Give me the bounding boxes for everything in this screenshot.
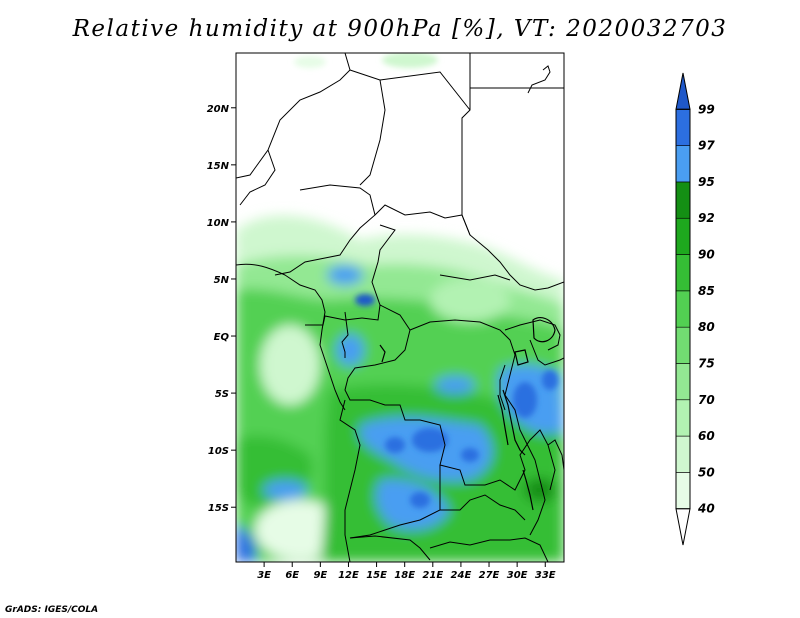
map-frame bbox=[235, 52, 565, 563]
colorbar-legend: 40 50 60 70 75 80 85 90 92 95 97 99 bbox=[675, 72, 715, 546]
lon-tick-label: 30E bbox=[507, 570, 528, 581]
lon-tick-label: 12E bbox=[338, 570, 359, 581]
lon-tick-label: 21E bbox=[422, 570, 443, 581]
latitude-axis: 20N 15N 10N 5N EQ 5S 10S 15S bbox=[207, 104, 236, 514]
lat-tick-label: 5N bbox=[214, 275, 230, 286]
humidity-field bbox=[236, 53, 564, 562]
lat-tick-label: EQ bbox=[214, 332, 230, 343]
colorbar-level-label: 90 bbox=[698, 248, 715, 262]
lat-tick-label: 15S bbox=[208, 503, 229, 514]
map-plot-area bbox=[236, 53, 564, 562]
lat-tick-label: 10S bbox=[208, 446, 229, 457]
colorbar-bottom-arrow bbox=[675, 508, 691, 546]
lon-tick-label: 9E bbox=[313, 570, 327, 581]
colorbar-level-label: 50 bbox=[698, 465, 715, 479]
colorbar-level-label: 80 bbox=[698, 320, 715, 334]
colorbar-swatch bbox=[675, 254, 691, 292]
longitude-axis: 3E 6E 9E 12E 15E 18E 21E 24E 27E 30E 33E bbox=[257, 562, 556, 581]
colorbar-swatch bbox=[675, 217, 691, 255]
colorbar-top-arrow bbox=[675, 72, 691, 110]
colorbar-level-label: 70 bbox=[698, 393, 715, 407]
country-borders bbox=[236, 53, 564, 562]
colorbar-swatch bbox=[675, 181, 691, 219]
lon-tick-label: 6E bbox=[285, 570, 299, 581]
lon-tick-label: 15E bbox=[366, 570, 387, 581]
colorbar-level-label: 75 bbox=[698, 356, 715, 370]
colorbar-level-label: 40 bbox=[697, 502, 715, 516]
colorbar-swatch bbox=[675, 290, 691, 328]
colorbar-outline bbox=[675, 108, 691, 510]
lon-tick-label: 3E bbox=[257, 570, 271, 581]
lon-tick-label: 24E bbox=[451, 570, 472, 581]
colorbar-level-label: 60 bbox=[698, 429, 715, 443]
lat-tick-label: 15N bbox=[207, 161, 230, 172]
map-title: Relative humidity at 900hPa [%], VT: 202… bbox=[72, 16, 728, 42]
colorbar-swatch bbox=[675, 363, 691, 401]
colorbar-level-label: 95 bbox=[698, 175, 715, 189]
lake-outlines bbox=[379, 317, 556, 511]
colorbar-swatch bbox=[675, 472, 691, 509]
coastline bbox=[236, 65, 551, 411]
lon-tick-label: 33E bbox=[535, 570, 556, 581]
colorbar-level-label: 97 bbox=[698, 139, 715, 153]
colorbar-level-label: 85 bbox=[698, 284, 715, 298]
lon-tick-label: 27E bbox=[479, 570, 500, 581]
lat-tick-label: 5S bbox=[215, 389, 229, 400]
lat-tick-label: 10N bbox=[207, 218, 230, 229]
colorbar-swatch bbox=[675, 326, 691, 364]
colorbar-level-label: 99 bbox=[698, 102, 715, 116]
colorbar-swatch bbox=[675, 109, 691, 146]
grads-credit: GrADS: IGES/COLA bbox=[5, 605, 99, 615]
lon-tick-label: 18E bbox=[394, 570, 415, 581]
colorbar-swatch bbox=[675, 145, 691, 183]
lat-tick-label: 20N bbox=[207, 104, 230, 115]
colorbar-swatch bbox=[675, 435, 691, 473]
colorbar-swatch bbox=[675, 399, 691, 437]
colorbar-level-label: 92 bbox=[698, 211, 715, 225]
